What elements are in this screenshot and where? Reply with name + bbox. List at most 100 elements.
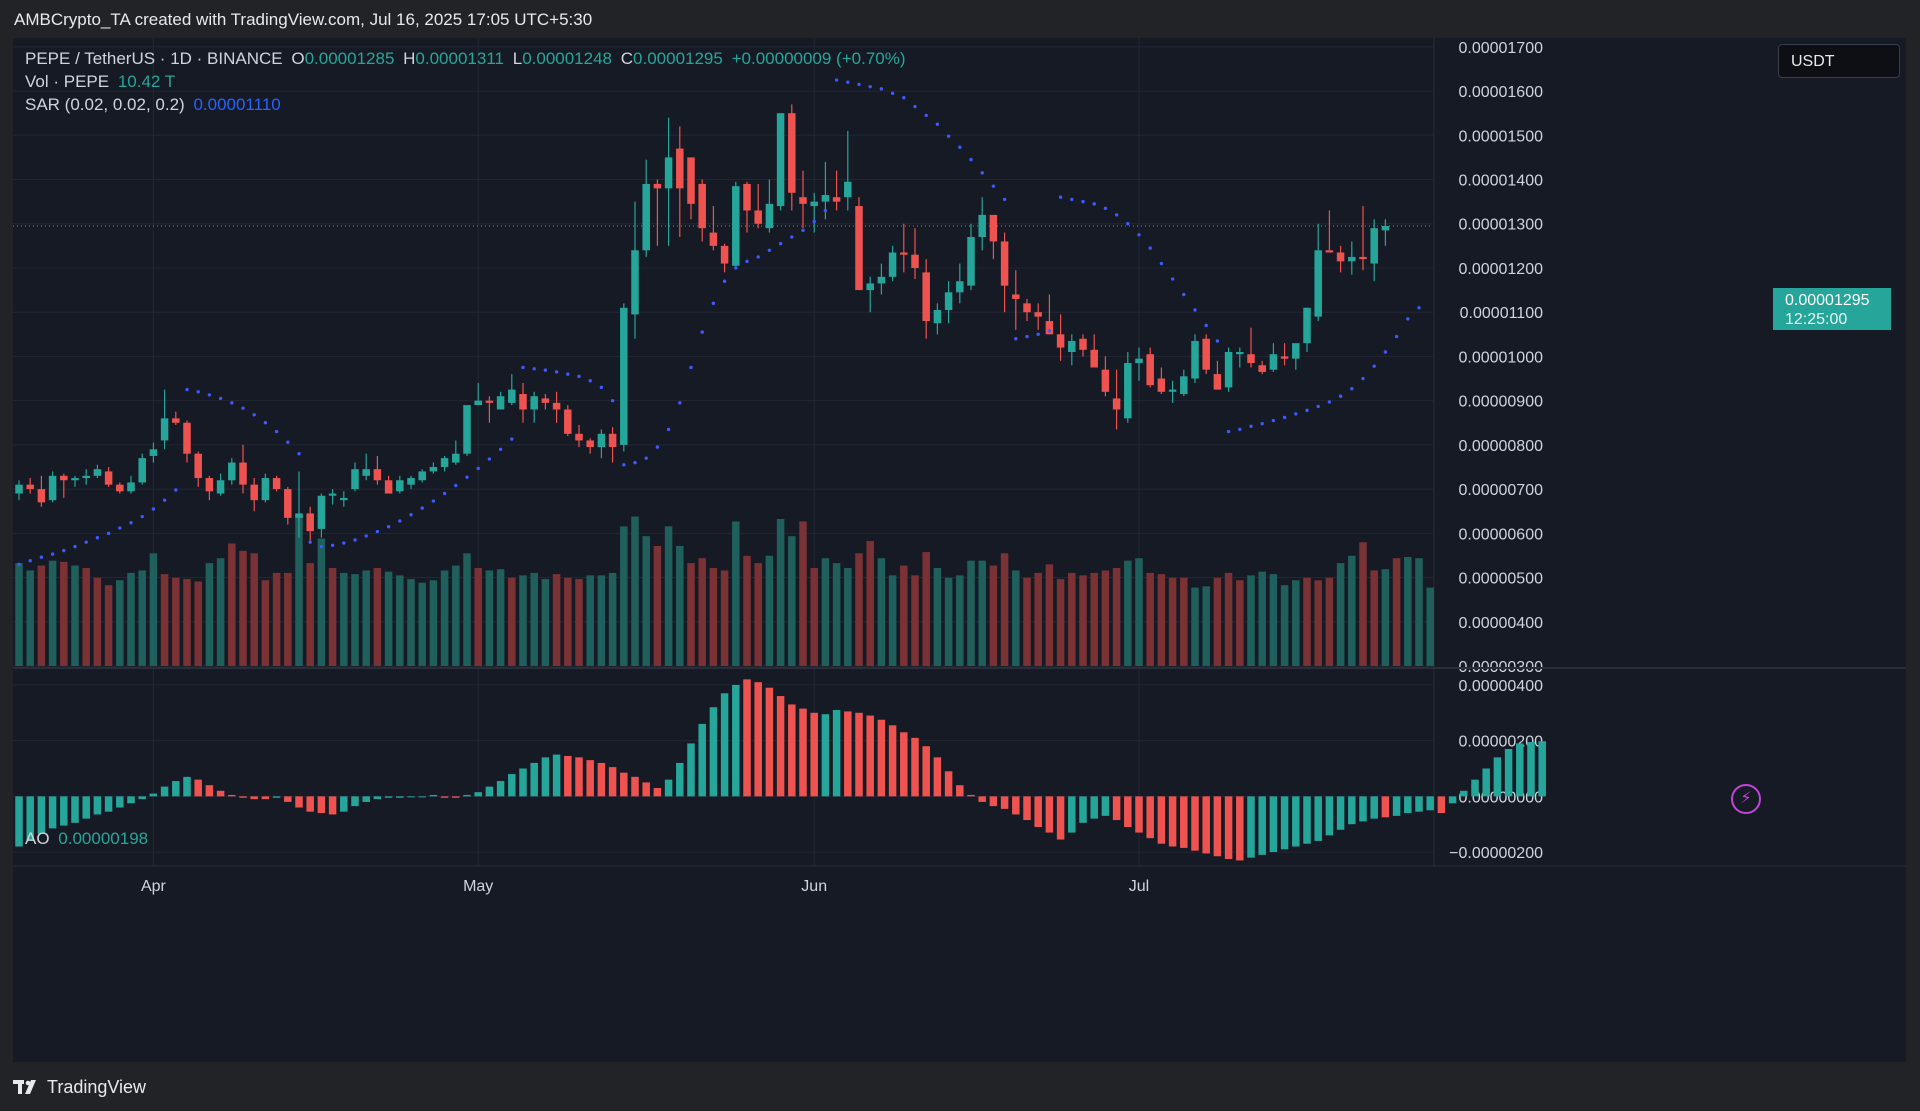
volume-bar (396, 575, 404, 666)
volume-bar (1157, 574, 1166, 666)
sar-dot (543, 368, 548, 372)
volume-label: Vol · PEPE (25, 72, 110, 91)
candle-body (586, 440, 594, 448)
sar-dot (1058, 195, 1063, 199)
ao-bar (989, 796, 998, 807)
candle-body (116, 484, 124, 492)
volume-bar (1168, 577, 1177, 666)
ao-bar (306, 796, 314, 812)
ao-bar (720, 693, 729, 797)
volume-bar (732, 521, 740, 666)
ao-bar (552, 754, 561, 797)
sar-dot (510, 437, 514, 441)
ao-bar (71, 796, 79, 823)
volume-bar (832, 563, 841, 666)
candle-body (1090, 349, 1098, 368)
volume-bar (776, 519, 785, 666)
sar-dot (465, 475, 469, 479)
volume-bar (1146, 572, 1154, 666)
ao-bar (933, 757, 942, 797)
close-value: 0.00001295 (633, 49, 723, 68)
volume-bar (1426, 587, 1434, 666)
volume-bar (530, 572, 538, 666)
volume-bar (1056, 579, 1065, 666)
ao-bar (788, 704, 796, 797)
volume-bar (250, 553, 258, 666)
ao-bar (362, 796, 370, 802)
candle-body (183, 422, 191, 454)
sar-dot (241, 406, 245, 410)
volume-bar (1404, 556, 1412, 666)
ao-bar (1504, 749, 1513, 797)
volume-bar (1180, 577, 1188, 666)
sar-dot (162, 498, 167, 502)
sar-dot (330, 543, 335, 547)
ao-bar (104, 796, 113, 812)
chart-frame[interactable]: 0.00001700 0.00001600 0.00001500 0.00001400… (13, 38, 1906, 1062)
sar-dot (375, 529, 380, 534)
volume-bar (1280, 585, 1289, 666)
ao-bar (1538, 741, 1546, 797)
candle-body (1258, 365, 1266, 372)
candle-body (452, 453, 460, 463)
ao-bar (888, 725, 897, 797)
currency-selector[interactable]: USDT (1778, 44, 1900, 78)
volume-value: 10.42 T (117, 72, 176, 91)
volume-bar (788, 536, 796, 666)
sar-dot (1025, 334, 1029, 339)
volume-bar (989, 565, 998, 666)
candle-body (844, 181, 852, 198)
candle-body (687, 157, 695, 204)
price-tick-label: 0.00000500 (1458, 571, 1543, 588)
sar-dot (722, 279, 727, 283)
sar-dot (207, 393, 212, 397)
ao-bar (642, 782, 650, 797)
sar-dot (1215, 339, 1220, 343)
volume-bar (261, 580, 270, 666)
sar-dot (140, 514, 144, 519)
ao-bar (1359, 796, 1367, 822)
candle-body (250, 484, 258, 501)
time-axis-label: Jul (1129, 878, 1149, 895)
volume-bar (384, 571, 393, 666)
candle-body (967, 237, 975, 286)
lightning-icon[interactable]: ⚡ (1731, 784, 1761, 814)
ao-bar (1000, 796, 1009, 809)
ao-bar (1124, 796, 1132, 827)
footer-brand[interactable]: TradingView (13, 1077, 146, 1098)
candle-body (1168, 389, 1177, 392)
candle-body (272, 478, 281, 490)
ao-bar (1090, 796, 1098, 819)
candle-body (720, 245, 729, 264)
candle-body (810, 201, 818, 207)
sar-label: SAR (0.02, 0.02, 0.2) (25, 95, 185, 114)
volume-bar (900, 565, 908, 666)
candle-body (1314, 250, 1322, 317)
ao-bar (183, 776, 191, 797)
sar-dot (1394, 334, 1399, 339)
ao-bar (205, 785, 214, 797)
candle-body (1146, 354, 1154, 386)
candle-body (48, 475, 57, 501)
sar-dot (924, 113, 928, 118)
candle-body (799, 197, 807, 204)
sar-dot (118, 526, 122, 530)
ao-bar (149, 793, 158, 797)
sar-dot (734, 266, 738, 270)
sar-dot (230, 401, 234, 405)
ao-bar (911, 737, 919, 797)
candle-body (429, 466, 438, 472)
volume-bar (362, 570, 370, 666)
low-label: L (512, 49, 523, 68)
footer-brand-label: TradingView (47, 1077, 147, 1097)
ao-bar (586, 760, 594, 797)
volume-bar (1079, 575, 1087, 666)
ao-bar (799, 708, 807, 797)
ao-bar (698, 723, 706, 797)
ao-bar (82, 796, 90, 819)
candle-body (384, 480, 393, 494)
volume-bar (418, 582, 426, 666)
price-chart[interactable]: 0.00001700 0.00001600 0.00001500 0.00001400… (13, 38, 1906, 1062)
volume-bar (82, 568, 90, 666)
volume-bar (765, 555, 774, 666)
